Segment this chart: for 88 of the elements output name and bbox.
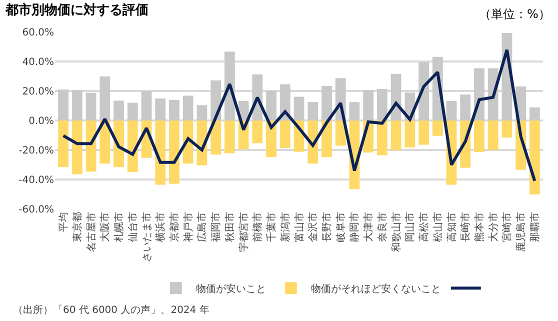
text: （単位：%） (479, 7, 550, 21)
x-tick-label: 大分市 (487, 212, 500, 242)
bar (349, 102, 360, 120)
bar (169, 100, 180, 120)
x-tick-label: 神戸市 (182, 212, 194, 242)
bar (58, 90, 69, 120)
x-tick-label: 熊本市 (473, 212, 486, 242)
x-tick-label: 宮崎市 (501, 212, 514, 242)
y-tick-label: -40.0% (18, 175, 54, 186)
bar (376, 120, 388, 156)
bar (308, 102, 318, 120)
bar (390, 120, 402, 150)
x-tick-label: 高松市 (418, 212, 430, 242)
x-tick-label: 長野市 (320, 212, 333, 242)
x-tick-label: 岐阜市 (334, 212, 347, 242)
bar (141, 91, 152, 120)
bar (294, 96, 304, 120)
x-tick-label: 福岡市 (210, 212, 222, 242)
bar (376, 88, 388, 120)
bar (58, 120, 69, 168)
x-tick-label: 鹿児島市 (515, 212, 528, 252)
x-tick-label: 金沢市 (307, 212, 320, 242)
line-series (62, 48, 536, 182)
x-tick-label: 千葉市 (266, 212, 278, 242)
bar (169, 120, 180, 184)
bar (155, 120, 166, 185)
legend-label: 物価が安いこと (196, 283, 266, 296)
bar (418, 120, 429, 145)
x-tick-label: 高知市 (446, 212, 458, 242)
y-tick-label: 60.0% (22, 28, 54, 38)
x-tick-label: 名古屋市 (85, 212, 98, 252)
bar (322, 120, 332, 158)
x-tick-label: 仙台市 (126, 212, 139, 242)
bar (363, 90, 374, 120)
bar (488, 120, 498, 150)
x-tick-label: 那覇市 (528, 212, 541, 242)
chart-title: 都市別物価に対する評価 (4, 2, 149, 18)
y-tick-label: 0.0% (28, 116, 54, 127)
bar (182, 96, 194, 120)
x-tick-label: 秋田市 (224, 212, 236, 242)
bar (322, 86, 332, 120)
x-tick-label: 奈良市 (376, 212, 388, 242)
x-tick-label: さいたま市 (140, 212, 153, 262)
bar (460, 94, 471, 120)
x-tick-label: 松山市 (432, 212, 444, 242)
x-tick-label: 新潟市 (279, 212, 292, 242)
bar (210, 120, 222, 155)
bar (72, 90, 82, 120)
bar (432, 120, 443, 136)
y-tick-label: -60.0% (18, 204, 54, 216)
x-tick-label: 横浜市 (154, 212, 167, 242)
bar (446, 100, 457, 120)
x-tick-label: 札幌市 (113, 212, 126, 242)
x-tick-label: 宇都宮市 (238, 212, 250, 252)
x-tick-label: 京都市 (168, 212, 180, 242)
bar (196, 105, 208, 120)
bar (280, 120, 290, 148)
x-tick-label: 東京都 (71, 212, 84, 242)
x-tick-label: 広島市 (196, 212, 208, 242)
text: （出所）「60 代 6000 人の声」、2024 年 (13, 304, 210, 316)
x-tick-label: 和歌山市 (390, 212, 402, 252)
bar (127, 120, 138, 172)
x-tick-label: 岡山市 (404, 212, 416, 242)
bar (114, 100, 124, 120)
bar (404, 120, 416, 148)
y-tick-label: 40.0% (22, 57, 54, 68)
bar (86, 92, 96, 120)
bar (474, 120, 484, 152)
bar (529, 107, 540, 120)
x-tick-label: 静岡市 (348, 212, 361, 242)
bar (529, 120, 540, 194)
y-tick-label: -20.0% (18, 146, 54, 156)
y-tick-label: 20.0% (22, 86, 54, 98)
bar (266, 91, 276, 120)
legend-label: 物価がそれほど安くないこと (310, 283, 441, 296)
bar (224, 120, 235, 154)
x-tick-label: 大津市 (362, 212, 375, 242)
bar (100, 76, 110, 120)
x-tick-label: 大阪市 (99, 212, 112, 242)
x-tick-label: 前橋市 (252, 212, 264, 242)
bar (502, 120, 512, 138)
x-tick-label: 富山市 (293, 212, 306, 242)
bar (72, 120, 82, 174)
x-tick-label: 平均 (58, 212, 70, 232)
bar (127, 102, 138, 120)
bar (155, 98, 166, 120)
x-tick-label: 長崎市 (460, 212, 472, 242)
bar (252, 120, 263, 144)
